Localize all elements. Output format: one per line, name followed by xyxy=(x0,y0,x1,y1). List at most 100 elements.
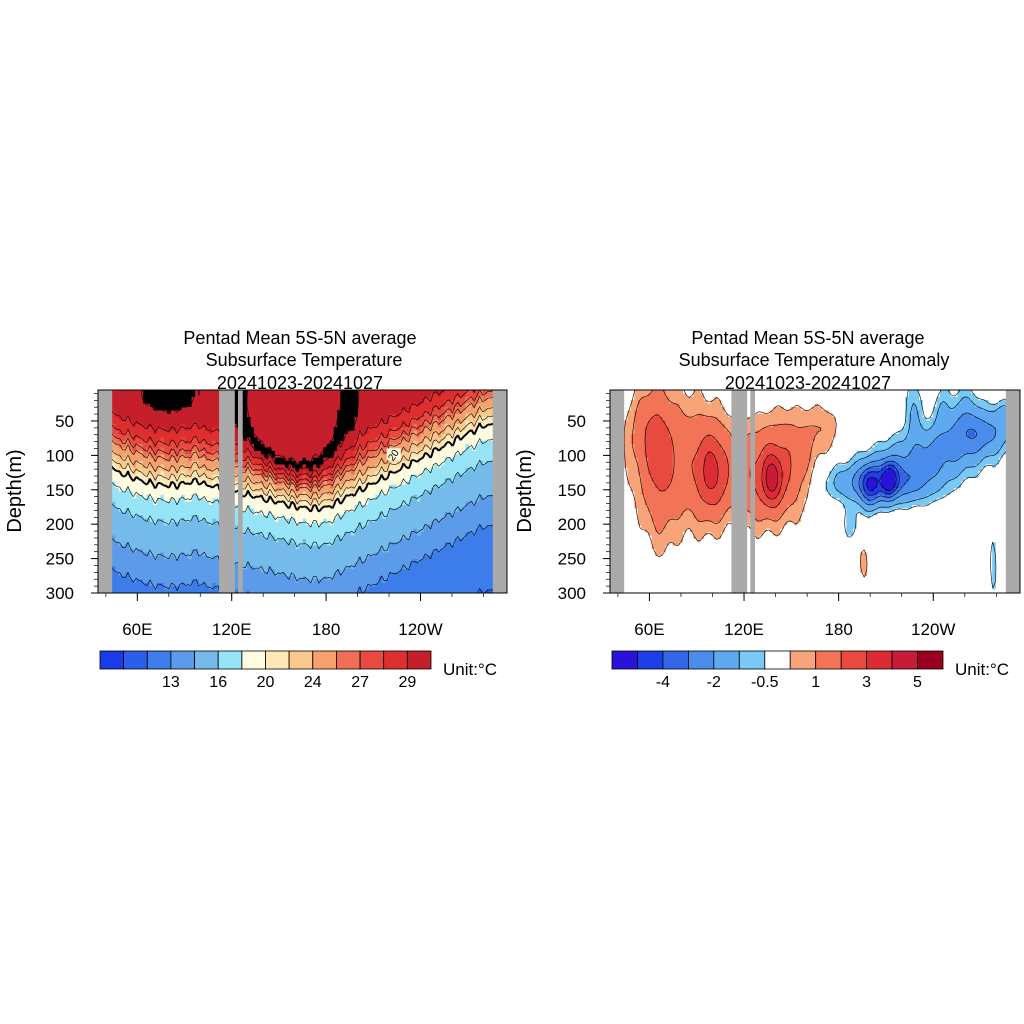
colorbar-box xyxy=(637,650,664,670)
field-cell xyxy=(922,406,934,411)
field-cell xyxy=(267,471,272,476)
field-cell xyxy=(316,464,321,469)
field-cell xyxy=(361,471,366,476)
field-cell xyxy=(274,450,324,455)
field-cell xyxy=(191,478,200,482)
field-cell xyxy=(233,589,241,593)
field-cell xyxy=(863,474,882,479)
field-cell xyxy=(306,481,314,486)
field-cell xyxy=(202,518,207,523)
field-cell xyxy=(908,390,920,394)
field-cell xyxy=(416,403,421,408)
field-cell xyxy=(368,501,411,506)
field-cell xyxy=(337,491,356,496)
field-cell xyxy=(181,494,186,499)
field-cell xyxy=(922,413,934,418)
land-mask xyxy=(610,390,625,593)
field-cell xyxy=(766,444,778,449)
field-cell xyxy=(250,505,297,509)
field-cell xyxy=(423,440,435,445)
field-cell xyxy=(853,454,868,459)
field-cell xyxy=(156,484,165,489)
field-cell xyxy=(444,434,466,438)
field-cell xyxy=(762,501,781,506)
field-cell xyxy=(662,552,861,557)
field-cell xyxy=(441,518,507,523)
field-cell xyxy=(780,488,788,493)
field-cell xyxy=(378,511,383,516)
y-tick-label: 250 xyxy=(558,550,586,569)
field-cell xyxy=(957,403,976,408)
field-cell xyxy=(867,491,879,496)
field-cell xyxy=(922,400,938,405)
field-cell xyxy=(240,444,255,449)
field-cell xyxy=(679,542,993,547)
field-cell xyxy=(703,467,719,472)
field-cell xyxy=(170,498,175,503)
field-cell xyxy=(323,471,328,476)
field-cell xyxy=(430,434,439,438)
field-cell xyxy=(240,508,248,513)
field-cell xyxy=(651,542,670,547)
field-cell xyxy=(815,461,847,466)
field-cell xyxy=(717,396,906,401)
field-cell xyxy=(108,444,120,449)
field-cell xyxy=(240,464,248,469)
field-cell xyxy=(153,555,158,560)
field-cell xyxy=(999,400,1011,405)
field-cell xyxy=(634,444,646,449)
field-cell xyxy=(634,396,642,401)
field-cell xyxy=(908,420,920,425)
field-cell xyxy=(894,478,899,482)
field-cell xyxy=(891,434,910,438)
field-cell xyxy=(184,552,193,557)
field-cell xyxy=(811,478,830,482)
field-cell xyxy=(188,467,193,472)
field-cell xyxy=(839,471,858,476)
field-cell xyxy=(461,450,507,455)
field-cell xyxy=(344,494,352,499)
colorbar-label: 29 xyxy=(399,674,417,691)
field-cell xyxy=(808,484,827,489)
field-cell xyxy=(475,528,494,533)
field-cell xyxy=(368,522,432,526)
field-cell xyxy=(250,478,276,482)
field-cell xyxy=(745,417,837,422)
field-cell xyxy=(299,501,304,506)
field-cell xyxy=(146,454,151,459)
field-cell xyxy=(672,467,694,472)
field-cell xyxy=(783,406,792,411)
contour-line xyxy=(141,390,360,472)
field-cell xyxy=(354,417,390,422)
field-cell xyxy=(184,427,193,432)
field-cell xyxy=(247,565,255,570)
field-cell xyxy=(943,464,976,469)
field-cell xyxy=(441,406,446,411)
field-cell xyxy=(486,406,494,411)
field-cell xyxy=(389,545,446,550)
field-cell xyxy=(160,494,165,499)
field-cell xyxy=(184,474,193,479)
field-cell xyxy=(382,549,390,553)
field-cell xyxy=(884,488,892,493)
field-cell xyxy=(623,430,635,435)
panel-title-line-1: Pentad Mean 5S-5N average xyxy=(183,328,416,348)
field-cell xyxy=(637,403,681,408)
field-cell xyxy=(302,471,307,476)
field-cell xyxy=(344,481,356,486)
field-cell xyxy=(714,535,722,540)
field-cell xyxy=(375,518,435,523)
field-cell xyxy=(905,471,938,476)
field-cell xyxy=(898,474,910,479)
field-cell xyxy=(444,444,466,449)
field-cell xyxy=(351,565,356,570)
field-cell xyxy=(198,478,210,482)
field-cell xyxy=(250,450,262,455)
field-cell xyxy=(267,491,276,496)
field-cell xyxy=(299,494,310,499)
field-cell xyxy=(219,522,297,526)
field-cell xyxy=(247,413,338,418)
field-cell xyxy=(665,549,993,553)
field-cell xyxy=(340,390,359,394)
field-cell xyxy=(364,559,414,564)
